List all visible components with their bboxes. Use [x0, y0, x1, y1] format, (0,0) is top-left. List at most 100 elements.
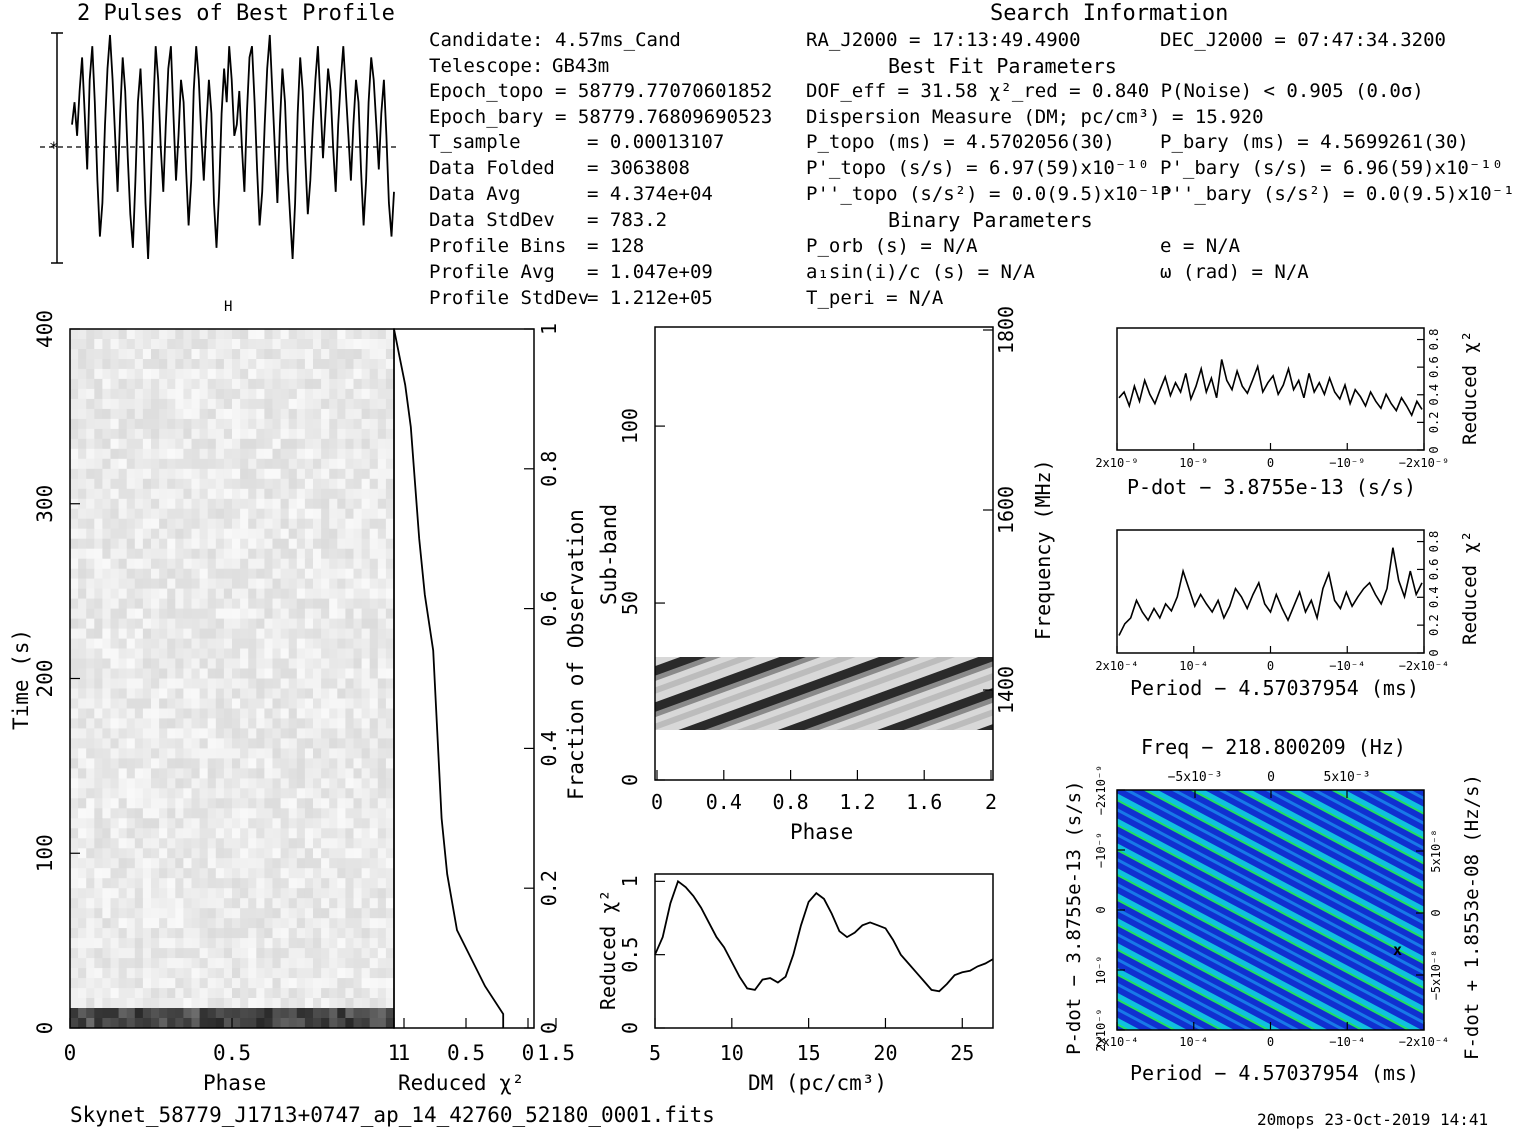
time-phase-cell — [321, 388, 330, 400]
time-phase-cell — [191, 928, 201, 939]
time-phase-cell — [223, 758, 233, 769]
time-phase-cell — [353, 958, 363, 969]
time-phase-cell — [264, 808, 273, 819]
time-phase-cell — [151, 628, 160, 640]
time-phase-cell — [296, 558, 306, 570]
time-phase-cell — [102, 588, 111, 600]
time-phase-cell — [385, 958, 395, 969]
chi2-time-frame — [393, 328, 535, 1029]
time-phase-cell — [86, 468, 95, 480]
time-phase-cell — [385, 938, 395, 949]
time-phase-cell — [118, 528, 128, 540]
time-phase-cell — [159, 618, 168, 630]
time-phase-cell — [86, 758, 95, 769]
time-phase-cell — [118, 498, 128, 510]
time-phase-cell — [94, 658, 103, 669]
time-phase-cell — [313, 548, 322, 560]
time-phase-cell — [385, 868, 395, 879]
time-phase-cell — [86, 998, 95, 1009]
pdot-ytick-label: 0.8 — [1427, 329, 1441, 351]
time-phase-cell — [151, 359, 160, 370]
time-phase-cell — [199, 528, 209, 540]
time-phase-cell — [183, 498, 192, 510]
time-phase-cell — [86, 478, 95, 490]
time-phase-cell — [385, 488, 395, 500]
time-phase-cell — [272, 928, 282, 939]
time-phase-cell — [280, 458, 290, 470]
profile-bins-label: Profile Bins — [429, 235, 567, 257]
time-phase-cell — [345, 998, 354, 1009]
time-phase-cell — [304, 758, 314, 769]
time-phase-cell — [86, 808, 95, 819]
time-phase-cell — [353, 748, 363, 759]
ppdot-xtick-label: −10⁻⁴ — [1329, 1035, 1365, 1049]
time-phase-cell — [167, 938, 176, 949]
time-phase-cell — [240, 349, 249, 360]
time-phase-cell — [329, 448, 338, 460]
ppdot-x2tick-label: −5x10⁻³ — [1168, 770, 1223, 785]
time-phase-cell — [313, 608, 322, 620]
time-phase-cell — [159, 818, 168, 829]
time-phase-cell — [78, 578, 87, 590]
time-phase-cell — [183, 748, 192, 759]
time-phase-cell — [215, 638, 225, 650]
time-phase-cell — [207, 988, 217, 999]
time-phase-cell — [102, 688, 111, 699]
time-phase-cell — [110, 968, 120, 979]
time-phase-cell — [78, 498, 87, 510]
time-phase-cell — [329, 708, 338, 719]
time-phase-cell — [369, 908, 379, 919]
time-phase-cell — [102, 558, 111, 570]
time-phase-ytick-label: 100 — [33, 834, 57, 872]
time-phase-cell — [353, 938, 363, 949]
time-phase-cell — [385, 808, 395, 819]
time-phase-cell — [70, 448, 79, 460]
time-phase-cell — [215, 1008, 225, 1019]
time-phase-cell — [304, 658, 314, 669]
time-phase-cell — [377, 988, 387, 999]
time-phase-cell — [167, 858, 176, 869]
time-phase-cell — [313, 339, 322, 350]
time-phase-cell — [159, 538, 168, 550]
time-phase-cell — [94, 538, 103, 550]
time-phase-cell — [167, 828, 176, 839]
time-phase-cell — [191, 608, 201, 620]
time-phase-cell — [272, 908, 282, 919]
time-phase-cell — [321, 718, 330, 729]
time-phase-ytick-label: 0 — [33, 1022, 57, 1035]
time-phase-cell — [94, 748, 103, 759]
time-phase-cell — [321, 968, 330, 979]
time-phase-cell — [183, 698, 192, 709]
time-phase-cell — [126, 728, 136, 739]
time-phase-cell — [296, 678, 306, 689]
time-phase-cell — [191, 329, 201, 340]
time-phase-cell — [142, 548, 152, 560]
time-phase-cell — [110, 938, 120, 949]
time-phase-cell — [175, 408, 184, 420]
time-phase-cell — [337, 748, 346, 759]
time-phase-cell — [142, 708, 152, 719]
time-phase-cell — [361, 1018, 371, 1029]
time-phase-cell — [256, 329, 265, 340]
time-phase-cell — [232, 798, 241, 809]
time-phase-cell — [385, 978, 395, 989]
time-phase-cell — [142, 648, 152, 659]
time-phase-cell — [223, 339, 233, 350]
time-phase-cell — [199, 448, 209, 460]
time-phase-cell — [232, 898, 241, 909]
time-phase-cell — [385, 968, 395, 979]
time-phase-cell — [313, 1008, 322, 1019]
time-phase-cell — [110, 798, 120, 809]
time-phase-cell — [240, 388, 249, 400]
time-phase-cell — [207, 339, 217, 350]
time-phase-cell — [183, 508, 192, 520]
time-phase-cell — [110, 778, 120, 789]
time-phase-cell — [321, 828, 330, 839]
time-phase-cell — [353, 698, 363, 709]
time-phase-cell — [232, 378, 241, 390]
time-phase-cell — [118, 818, 128, 829]
time-phase-cell — [134, 998, 144, 1009]
time-phase-cell — [248, 808, 257, 819]
time-phase-cell — [280, 728, 290, 739]
time-phase-cell — [321, 398, 330, 410]
